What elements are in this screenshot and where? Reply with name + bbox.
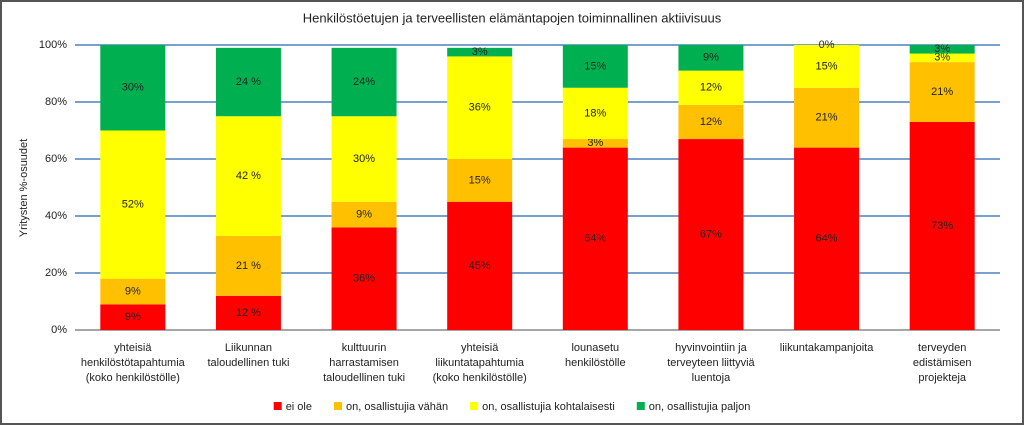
bar-segment [215, 116, 281, 236]
x-tick-label: liikuntakampanjoita [780, 342, 874, 354]
bar-segment [562, 147, 628, 330]
bar-segment [215, 295, 281, 330]
bar-segment [447, 159, 513, 202]
legend-label: on, osallistujia kohtalaisesti [482, 401, 615, 413]
y-axis-label: Yritysten %-osuudet [18, 139, 30, 237]
y-tick-label: 100% [39, 39, 67, 51]
bar-segment [794, 147, 860, 330]
data-label: 30% [122, 82, 144, 94]
data-label: 42 % [236, 170, 261, 182]
data-label: 15% [469, 174, 491, 186]
bar-segment [100, 304, 166, 330]
data-label: 9% [125, 285, 141, 297]
data-label: 3% [472, 46, 488, 58]
data-label: 24 % [236, 76, 261, 88]
data-label: 12 % [236, 307, 261, 319]
data-label: 73% [931, 220, 953, 232]
y-tick-label: 60% [45, 153, 67, 165]
bar-segment [678, 104, 744, 140]
bar-segment [562, 87, 628, 140]
bar-segment [909, 121, 975, 330]
data-label: 36% [353, 273, 375, 285]
data-label: 30% [353, 153, 375, 165]
data-label: 67% [700, 228, 722, 240]
bar-segment [100, 278, 166, 305]
data-label: 12% [700, 82, 722, 94]
x-tick-label: kulttuurin harrastamisen taloudellinen tuk… [323, 342, 405, 384]
bar-segment [215, 235, 281, 296]
bar-segment [100, 45, 166, 131]
legend-swatch [333, 402, 342, 410]
bar-segment [678, 45, 744, 71]
legend-label: ei ole [286, 401, 312, 413]
bar-segment [678, 70, 744, 105]
data-label: 15% [816, 60, 838, 72]
bar-segment [215, 47, 281, 117]
bar-segment [794, 45, 860, 88]
data-label: 52% [122, 199, 144, 211]
bar-segment [331, 227, 397, 330]
bar-segment [909, 53, 975, 63]
x-tick-label: hyvinvointiin ja terveyteen liittyviä luen… [667, 342, 755, 384]
data-label: 0% [819, 39, 835, 51]
bar-segment [331, 201, 397, 228]
legend-label: on, osallistujia vähän [346, 401, 448, 413]
chart-title: Henkilöstöetujen ja terveellisten elämän… [303, 10, 722, 25]
x-tick-label: Liikunnan taloudellinen tuki [207, 342, 289, 369]
legend-swatch [636, 402, 645, 410]
data-label: 3% [587, 137, 603, 149]
bar-segment [909, 45, 975, 54]
bar-segment [331, 116, 397, 202]
data-label: 21% [931, 86, 953, 98]
data-label: 18% [584, 107, 606, 119]
bar-segment [562, 139, 628, 148]
data-label: 21 % [236, 260, 261, 272]
legend: ei ole on, osallistujia vähän on, osallist… [273, 401, 751, 413]
data-label: 36% [469, 102, 491, 114]
legend-swatch [273, 402, 282, 410]
data-label: 3% [934, 43, 950, 55]
legend-swatch [470, 402, 479, 410]
bar-segment [447, 47, 513, 57]
y-tick-label: 20% [45, 267, 67, 279]
x-tick-label: yhteisiä henkilöstötapahtumia (koko henkil… [81, 342, 186, 384]
data-label: 9% [125, 311, 141, 323]
data-label: 15% [584, 60, 606, 72]
data-label: 9% [356, 208, 372, 220]
bar-segment [331, 47, 397, 117]
data-label: 64% [816, 233, 838, 245]
data-label: 21% [816, 112, 838, 124]
data-label: 3% [934, 52, 950, 64]
data-label: 24% [353, 76, 375, 88]
bar-segment [562, 45, 628, 88]
bar-segment [447, 201, 513, 330]
bar-segment [447, 56, 513, 159]
bar-segment [678, 139, 744, 330]
y-tick-label: 0% [51, 324, 67, 336]
bar-segment [100, 130, 166, 279]
x-tick-label: yhteisiä liikuntatapahtumia (koko henkilös… [433, 342, 527, 384]
y-tick-label: 80% [45, 96, 67, 108]
bar-segment [794, 87, 860, 148]
x-tick-label: lounasetu henkilöstölle [565, 342, 626, 369]
data-label: 64% [584, 233, 606, 245]
legend-label: on, osallistujia paljon [649, 401, 751, 413]
bar-segment [909, 62, 975, 122]
data-label: 9% [703, 52, 719, 64]
y-tick-label: 40% [45, 210, 67, 222]
x-tick-label: terveyden edistämisen projekteja [913, 342, 972, 384]
data-label: 12% [700, 116, 722, 128]
data-label: 45% [469, 260, 491, 272]
